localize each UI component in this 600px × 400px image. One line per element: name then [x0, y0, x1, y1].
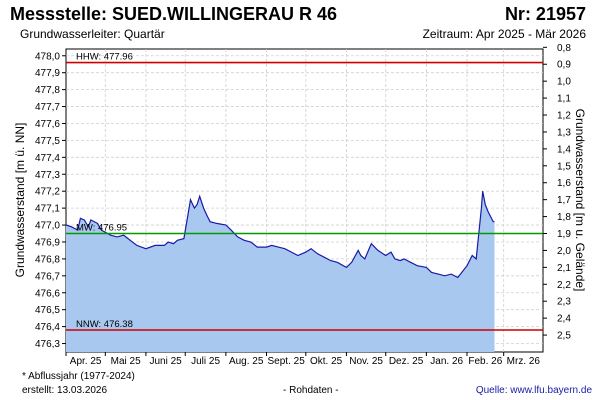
left-tick-label: 476,5: [35, 305, 60, 316]
right-tick-label: 2,3: [557, 297, 571, 308]
left-tick-label: 476,8: [35, 254, 60, 265]
right-tick-label: 1,3: [557, 127, 571, 138]
left-tick-label: 477,6: [35, 119, 60, 130]
reference-label: NNW: 476.38: [76, 319, 133, 330]
right-tick-label: 2,5: [557, 331, 571, 342]
x-tick-label: Mai 25: [111, 356, 141, 367]
created-date: erstellt: 13.03.2026: [22, 385, 108, 396]
left-tick-label: 477,5: [35, 136, 60, 147]
reference-label: MW: 476.95: [76, 223, 127, 234]
right-tick-label: 1,0: [557, 77, 571, 88]
left-axis: 478,0 477,9 477,8 477,7 477,6 477,5 477,4 477,3…: [35, 51, 66, 350]
left-tick-label: 477,4: [35, 153, 60, 164]
right-tick-label: 1,6: [557, 178, 571, 189]
left-tick-label: 477,7: [35, 102, 60, 113]
right-tick-label: 2,2: [557, 280, 571, 291]
reference-lines: HHW: 477.96 MW: 476.95 NNW: 476.38: [66, 52, 543, 331]
right-tick-label: 2,0: [557, 246, 571, 257]
right-tick-label: 1,9: [557, 229, 571, 240]
source-link[interactable]: Quelle: www.lfu.bayern.de: [475, 385, 592, 396]
right-tick-label: 2,1: [557, 263, 571, 274]
series-area: [66, 191, 495, 352]
right-tick-label: 1,5: [557, 161, 571, 172]
data-series: [65, 191, 495, 352]
left-tick-label: 476,3: [35, 339, 60, 350]
y-axis-title-left: Grundwasserstand [m ü. NN]: [13, 123, 27, 278]
left-tick-label: 476,9: [35, 237, 60, 248]
footnote: * Abflussjahr (1977-2024): [22, 371, 135, 382]
right-axis: 0,8 0,9 1,0 1,1 1,2 1,3 1,4 1,5 1,6 1,7 1,8 1,9 2,0 2…: [543, 43, 571, 342]
right-tick-label: 1,8: [557, 212, 571, 223]
left-tick-label: 476,7: [35, 271, 60, 282]
left-tick-label: 477,1: [35, 204, 60, 215]
right-tick-label: 1,1: [557, 94, 571, 105]
right-tick-label: 2,4: [557, 314, 571, 325]
x-tick-label: Nov. 25: [349, 356, 383, 367]
x-tick-label: Juni 25: [149, 356, 182, 367]
left-tick-label: 478,0: [35, 51, 60, 62]
right-tick-label: 1,4: [557, 144, 571, 155]
right-tick-label: 1,7: [557, 195, 571, 206]
left-tick-label: 477,0: [35, 221, 60, 232]
x-tick-label: Aug. 25: [229, 356, 264, 367]
left-tick-label: 477,3: [35, 170, 60, 181]
left-tick-label: 476,6: [35, 288, 60, 299]
x-tick-label: Jan. 26: [430, 356, 463, 367]
left-tick-label: 476,4: [35, 322, 60, 333]
x-tick-label: Apr. 25: [70, 356, 102, 367]
y-axis-title-right: Grundwasserstand [m u. Gelände]: [573, 109, 587, 292]
x-tick-label: Okt. 25: [310, 356, 343, 367]
x-tick-label: Sept. 25: [268, 356, 306, 367]
x-tick-label: Juli 25: [191, 356, 220, 367]
left-tick-label: 477,2: [35, 187, 60, 198]
station-title: Messstelle: SUED.WILLINGERAU R 46: [10, 4, 338, 24]
right-tick-label: 1,2: [557, 111, 571, 122]
station-number: Nr: 21957: [504, 4, 586, 24]
series-line: [65, 191, 495, 279]
raw-data-note: - Rohdaten -: [283, 385, 339, 396]
left-tick-label: 477,8: [35, 85, 60, 96]
right-tick-label: 0,8: [557, 43, 571, 54]
left-tick-label: 477,9: [35, 68, 60, 79]
reference-label: HHW: 477.96: [76, 52, 133, 63]
x-axis: Apr. 25 Mai 25 Juni 25 Juli 25 Aug. 25 Sept. …: [65, 352, 541, 367]
x-tick-label: Feb. 26: [468, 356, 502, 367]
period-label: Zeitraum: Apr 2025 - Mär 2026: [422, 27, 586, 41]
x-tick-label: Dez. 25: [389, 356, 424, 367]
x-tick-label: Mrz. 26: [507, 356, 541, 367]
aquifer-label: Grundwasserleiter: Quartär: [20, 27, 165, 41]
right-tick-label: 0,9: [557, 60, 571, 71]
